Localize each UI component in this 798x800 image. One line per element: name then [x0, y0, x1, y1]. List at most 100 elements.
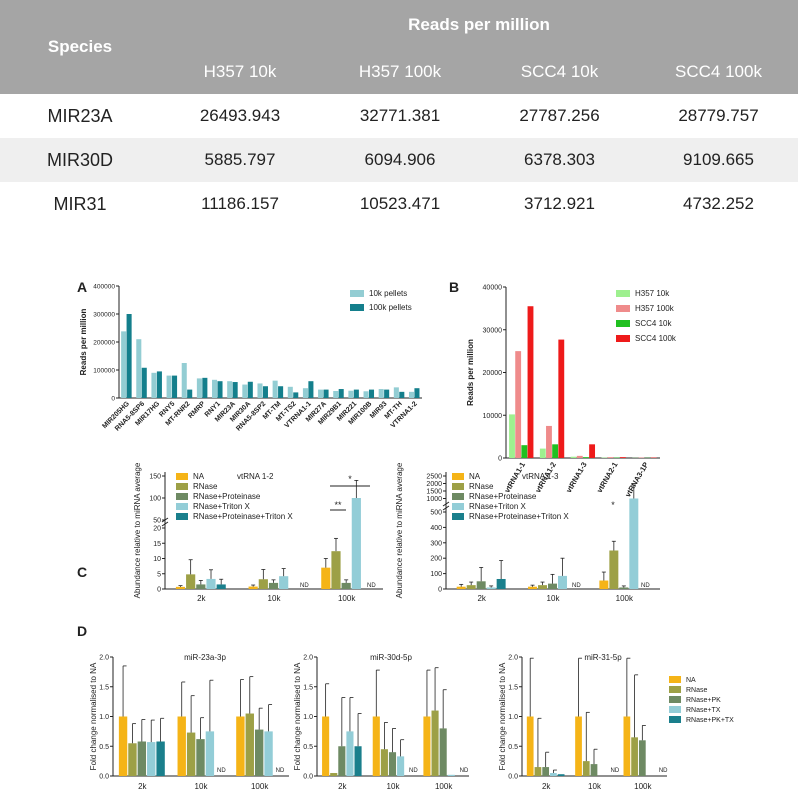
species-header: Species — [47, 37, 113, 56]
tick-label: 100k — [634, 782, 652, 791]
bar — [257, 383, 263, 398]
axis-break — [442, 501, 450, 507]
tick-label: 10k — [268, 594, 282, 603]
panel-label: C — [77, 564, 87, 580]
tick-label: 100 — [430, 571, 442, 578]
legend-label: RNase — [193, 482, 218, 491]
bar — [323, 389, 329, 398]
column-header: SCC4 100k — [675, 62, 762, 81]
bar — [128, 743, 137, 776]
table-cell: 27787.256 — [519, 106, 600, 125]
legend-label: RNase+Proteinase+Triton X — [469, 512, 569, 521]
bar — [557, 575, 567, 589]
chart-title: miR-30d-5p — [370, 653, 412, 662]
bar — [245, 713, 254, 776]
tick-label: 100k — [251, 782, 269, 791]
tick-label: 200 — [430, 556, 442, 563]
tick-label: 20 — [153, 526, 161, 533]
gene-name: MIR23A — [47, 105, 113, 126]
tick-label: 400000 — [93, 284, 115, 291]
bar — [330, 773, 338, 776]
table-cell: 26493.943 — [199, 106, 281, 125]
column-header: H357 10k — [203, 62, 277, 81]
bar — [156, 371, 162, 398]
table-cell: 28779.757 — [678, 106, 759, 125]
legend-swatch — [452, 473, 464, 480]
tick-label: 30000 — [483, 327, 503, 334]
legend-label: RNase+PK+TX — [686, 717, 734, 724]
bar — [318, 389, 324, 398]
tick-label: 10k — [195, 782, 209, 791]
panel-label: A — [77, 279, 87, 295]
legend-swatch — [616, 290, 630, 297]
y-axis-label: Abundance relative to miRNA average — [395, 462, 404, 598]
table-cell: 3712.921 — [524, 194, 595, 213]
tick-label: vtRNA1-3 — [564, 461, 589, 495]
tick-label: 0 — [498, 456, 502, 463]
y-axis-label: Reads per million — [79, 309, 88, 376]
bar — [186, 574, 196, 589]
tick-label: 100 — [149, 496, 161, 503]
nd-label: ND — [572, 583, 581, 589]
axis-break — [161, 517, 169, 523]
bar — [414, 388, 420, 398]
bar — [408, 391, 415, 398]
tick-label: 0 — [111, 396, 115, 403]
table-cell: 11186.157 — [201, 194, 279, 213]
bar — [137, 741, 147, 776]
legend-label: RNase+Proteinase — [469, 492, 537, 501]
bar — [346, 731, 354, 776]
bar — [623, 716, 631, 776]
bar — [262, 386, 268, 398]
tick-label: 2500 — [426, 474, 442, 481]
legend-label: RNase+PK — [686, 697, 721, 704]
table-cell: 32771.381 — [359, 106, 441, 125]
tick-label: 1.5 — [303, 684, 313, 691]
bar — [181, 363, 187, 398]
tick-label: 200000 — [93, 340, 115, 347]
bar — [254, 729, 264, 776]
tick-label: 1500 — [426, 489, 442, 496]
bar — [354, 746, 362, 776]
bar — [177, 716, 186, 776]
tick-label: 2k — [138, 782, 147, 791]
bar — [466, 585, 476, 589]
bar — [619, 457, 626, 458]
tick-label: 150 — [149, 474, 161, 481]
bar — [526, 716, 534, 776]
y-axis-label: Fold change normalised to NA — [293, 662, 302, 770]
legend-swatch — [669, 676, 681, 683]
chart-title: vtRNA 1-2 — [237, 472, 274, 481]
tick-label: 20000 — [483, 370, 503, 377]
axis-break — [161, 521, 169, 527]
nd-label: ND — [611, 768, 620, 774]
bar — [363, 391, 369, 398]
tick-label: 15 — [153, 541, 161, 548]
tick-label: 500 — [430, 510, 442, 517]
bar — [619, 587, 629, 589]
axis-break — [442, 505, 450, 511]
bar — [196, 378, 202, 398]
bar — [447, 774, 455, 776]
gene-name: MIR31 — [53, 193, 107, 214]
legend-swatch — [176, 513, 188, 520]
tick-label: 10k — [547, 594, 561, 603]
bar — [521, 445, 528, 458]
bar — [393, 387, 399, 398]
bar — [331, 551, 341, 589]
bar — [242, 384, 248, 398]
nd-label: ND — [460, 768, 469, 774]
bar — [380, 749, 388, 776]
bar — [388, 752, 397, 776]
bar — [576, 455, 583, 458]
bar — [202, 377, 208, 398]
bar — [278, 386, 284, 398]
legend-label: H357 10k — [635, 289, 670, 298]
tick-label: 1.5 — [99, 684, 109, 691]
bar — [509, 414, 515, 458]
legend-swatch — [616, 335, 630, 342]
legend-label: NA — [469, 472, 481, 481]
bar — [527, 306, 534, 458]
tick-label: 1.0 — [99, 714, 109, 721]
